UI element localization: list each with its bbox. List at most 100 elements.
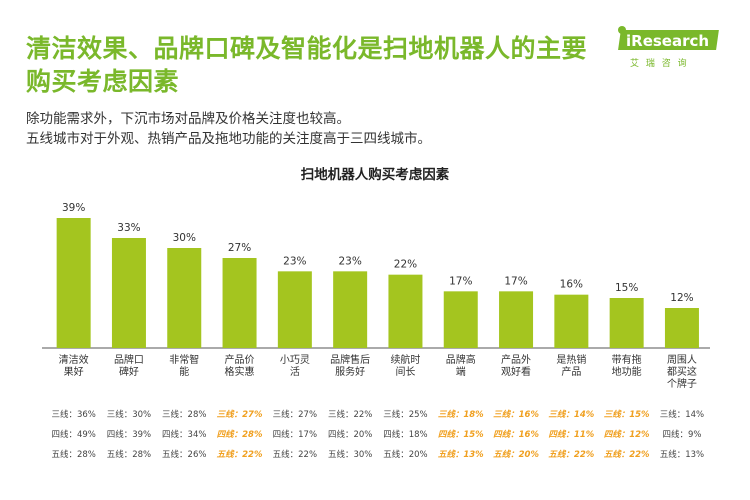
tier-cell-2-5: 五线：30% <box>327 450 373 460</box>
tier-cell-0-11: 三线：14% <box>659 410 705 420</box>
category-label-3: 产品价 格实惠 <box>215 355 265 379</box>
tier-cell-0-4: 三线：27% <box>272 410 318 420</box>
category-label-line: 个牌子 <box>666 379 697 390</box>
category-label-line: 续航时 <box>390 355 421 366</box>
category-label-line: 产品价 <box>224 355 255 366</box>
tier-cell-0-8: 三线：16% <box>493 410 539 420</box>
category-label-6: 续航时 间长 <box>380 355 430 379</box>
chart-title: 扫地机器人购买考虑因素 <box>300 167 450 183</box>
bar-4 <box>277 271 312 348</box>
bar-6 <box>388 274 423 348</box>
tier-cell-2-0: 五线：28% <box>51 450 96 460</box>
category-label-line: 格实惠 <box>224 367 255 378</box>
tier-cell-1-9: 四线：11% <box>548 430 595 440</box>
bar-value-label-4: 23% <box>283 255 306 267</box>
category-label-line: 品牌售后 <box>330 355 371 366</box>
bar-2 <box>167 248 202 348</box>
tier-cell-0-0: 三线：36% <box>51 410 96 420</box>
category-label-7: 品牌高端 <box>436 355 486 379</box>
bar-value-label-11: 12% <box>670 292 693 304</box>
bar-8 <box>499 291 534 348</box>
category-label-line: 非常智 <box>169 355 200 366</box>
bar-value-label-8: 17% <box>504 275 527 287</box>
category-label-line: 产品外 <box>501 355 532 366</box>
bar-0 <box>56 218 91 348</box>
bar-10 <box>609 298 644 348</box>
bar-value-label-5: 23% <box>338 255 361 267</box>
category-label-2: 非常智能 <box>159 355 209 379</box>
tier-cell-0-3: 三线：27% <box>216 410 263 420</box>
tier-cell-0-1: 三线：30% <box>106 410 152 420</box>
subtitle-line-1: 除功能需求外，下沉市场对品牌及价格关注度也较高。 <box>26 111 350 127</box>
bar-7 <box>443 291 478 348</box>
category-label-line: 观好看 <box>501 367 532 378</box>
category-label-line: 品牌口 <box>113 355 144 366</box>
category-label-5: 品牌售后 服务好 <box>325 355 375 379</box>
bar-value-label-10: 15% <box>615 282 638 294</box>
category-label-line: 服务好 <box>335 367 366 378</box>
category-label-line: 碑好 <box>118 367 139 378</box>
category-label-line: 品牌高 <box>445 355 476 366</box>
category-label-line: 是热销 <box>556 355 587 366</box>
tier-cell-2-4: 五线：22% <box>272 450 318 460</box>
tier-cell-2-7: 五线：13% <box>437 450 484 460</box>
bar-3 <box>222 258 257 348</box>
tier-cell-2-8: 五线：20% <box>493 450 539 460</box>
tier-cell-2-1: 五线：28% <box>106 450 152 460</box>
category-label-line: 地功能 <box>611 367 642 378</box>
category-label-line: 产品 <box>561 367 582 378</box>
category-label-line: 小巧灵 <box>279 355 310 366</box>
bar-value-label-0: 39% <box>62 202 85 214</box>
bar-9 <box>554 294 589 348</box>
headline-line-1: 清洁效果、品牌口碑及智能化是扫地机器人的主要 <box>26 34 588 63</box>
tier-cell-2-3: 五线：22% <box>216 450 263 460</box>
category-label-line: 清洁效 <box>58 355 89 366</box>
bar-value-label-3: 27% <box>228 242 251 254</box>
category-label-line: 活 <box>289 367 300 378</box>
tier-cell-2-10: 五线：22% <box>603 450 650 460</box>
category-label-4: 小巧灵活 <box>270 355 320 379</box>
logo-ribbon <box>618 30 719 50</box>
tier-cell-1-5: 四线：20% <box>327 430 373 440</box>
tier-cell-0-9: 三线：14% <box>548 410 595 420</box>
tier-cell-1-3: 四线：28% <box>216 430 263 440</box>
tier-cell-1-6: 四线：18% <box>383 430 428 440</box>
category-label-0: 清洁效 果好 <box>49 355 99 379</box>
tier-cell-1-0: 四线：49% <box>51 430 96 440</box>
category-label-10: 带有拖 地功能 <box>602 355 652 379</box>
tier-cell-1-10: 四线：12% <box>603 430 650 440</box>
tier-cell-1-1: 四线：39% <box>106 430 152 440</box>
headline-line-2: 购买考虑因素 <box>26 67 180 96</box>
tier-cell-0-2: 三线：28% <box>162 410 207 420</box>
bar-value-label-1: 33% <box>117 222 140 234</box>
category-label-line: 都买这 <box>666 367 697 378</box>
tier-cell-0-5: 三线：22% <box>327 410 373 420</box>
category-label-1: 品牌口 碑好 <box>104 355 154 379</box>
category-label-line: 果好 <box>63 367 84 378</box>
bar-value-label-2: 30% <box>173 232 196 244</box>
bar-value-label-9: 16% <box>560 279 583 291</box>
bar-11 <box>664 308 699 348</box>
tier-cell-0-7: 三线：18% <box>437 410 484 420</box>
logo-dot <box>618 26 626 34</box>
category-label-11: 周围人 都买这 个牌子 <box>657 355 707 391</box>
logo-subtext: 艾 瑞 咨 询 <box>630 57 689 69</box>
tier-cell-2-11: 五线：13% <box>659 450 705 460</box>
tier-cell-1-7: 四线：15% <box>437 430 484 440</box>
bar-value-label-7: 17% <box>449 275 472 287</box>
tier-cell-1-8: 四线：16% <box>493 430 539 440</box>
tier-cell-0-6: 三线：25% <box>383 410 428 420</box>
category-label-line: 间长 <box>395 367 416 378</box>
headline: 清洁效果、品牌口碑及智能化是扫地机器人的主要 购买考虑因素 <box>26 32 626 98</box>
tier-cell-2-2: 五线：26% <box>162 450 207 460</box>
tier-cell-0-10: 三线：15% <box>603 410 650 420</box>
bar-1 <box>111 238 146 348</box>
category-label-line: 端 <box>455 367 466 378</box>
iresearch-logo: iResearch 艾 瑞 咨 询 <box>618 26 719 69</box>
category-label-line: 周围人 <box>666 355 697 366</box>
tier-cell-2-6: 五线：20% <box>383 450 428 460</box>
category-label-line: 能 <box>179 367 190 378</box>
tier-cell-1-2: 四线：34% <box>162 430 207 440</box>
tier-cell-1-4: 四线：17% <box>272 430 318 440</box>
logo-text: iResearch <box>626 32 709 50</box>
